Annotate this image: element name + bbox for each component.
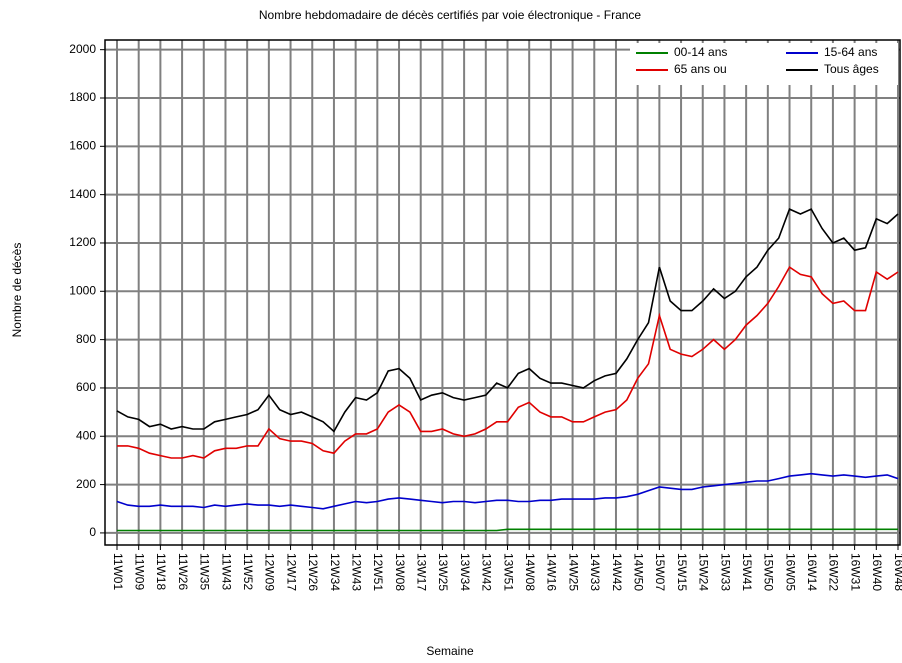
x-tick-label: 14W08 [523, 553, 537, 591]
x-tick-label: 15W15 [675, 553, 689, 591]
x-tick-label: 16W22 [827, 553, 841, 591]
x-tick-label: 14W25 [566, 553, 580, 591]
y-tick-label: 200 [76, 477, 96, 491]
x-tick-label: 13W34 [458, 553, 472, 591]
y-tick-label: 2000 [69, 42, 96, 56]
x-tick-label: 16W48 [892, 553, 902, 591]
plot-area [105, 40, 900, 545]
x-tick-label: 13W08 [393, 553, 407, 591]
y-tick-label: 1400 [69, 187, 96, 201]
x-tick-label: 16W31 [848, 553, 862, 591]
y-tick-label: 400 [76, 428, 96, 442]
y-tick-label: 1600 [69, 138, 96, 152]
x-tick-label: 13W42 [480, 553, 494, 591]
x-tick-label: 14W50 [631, 553, 645, 591]
legend-label: Tous âges [824, 62, 879, 76]
x-tick-label: 15W41 [740, 553, 754, 591]
y-tick-label: 1000 [69, 283, 96, 297]
x-tick-label: 15W24 [697, 553, 711, 591]
chart-title: Nombre hebdomadaire de décès certifiés p… [259, 8, 642, 22]
x-axis-label: Semaine [426, 644, 474, 658]
series-line [117, 265, 899, 459]
legend-label: 15-64 ans [824, 45, 877, 59]
plot-frame [104, 39, 901, 546]
x-tick-label: 11W35 [198, 553, 212, 590]
y-tick-label: 600 [76, 380, 96, 394]
x-tick-label: 11W09 [133, 553, 147, 590]
legend-box [630, 43, 898, 85]
series-line [116, 472, 899, 510]
x-tick-label: 12W09 [263, 553, 277, 591]
x-tick-label: 14W16 [545, 553, 559, 591]
x-tick-label: 16W14 [805, 553, 819, 591]
series-line [116, 208, 899, 433]
x-tick-label: 11W01 [111, 553, 125, 590]
y-tick-label: 0 [89, 525, 96, 539]
x-tick-label: 12W43 [349, 553, 363, 591]
x-tick-label: 16W40 [870, 553, 884, 591]
x-tick-label: 11W26 [176, 553, 190, 590]
x-tick-label: 11W18 [154, 553, 168, 590]
x-tick-label: 13W25 [436, 553, 450, 591]
x-tick-label: 15W07 [653, 553, 667, 591]
x-tick-label: 11W52 [241, 553, 255, 590]
y-axis-label: Nombre de décès [10, 243, 24, 338]
x-tick-label: 12W34 [328, 553, 342, 591]
x-tick-label: 12W17 [284, 553, 298, 591]
legend-label: 65 ans ou [674, 62, 727, 76]
x-tick-label: 15W33 [718, 553, 732, 591]
x-tick-label: 14W42 [610, 553, 624, 591]
legend-label: 00-14 ans [674, 45, 727, 59]
y-tick-label: 1200 [69, 235, 96, 249]
series-line [117, 528, 898, 532]
x-tick-label: 15W50 [762, 553, 776, 591]
x-tick-label: 13W17 [415, 553, 429, 591]
x-tick-label: 12W26 [306, 553, 320, 591]
x-tick-label: 14W33 [588, 553, 602, 591]
x-tick-label: 12W51 [371, 553, 385, 591]
x-tick-label: 13W51 [501, 553, 515, 591]
x-tick-label: 16W05 [783, 553, 797, 591]
x-tick-label: 11W43 [219, 553, 233, 590]
y-tick-label: 800 [76, 332, 96, 346]
y-tick-label: 1800 [69, 90, 96, 104]
